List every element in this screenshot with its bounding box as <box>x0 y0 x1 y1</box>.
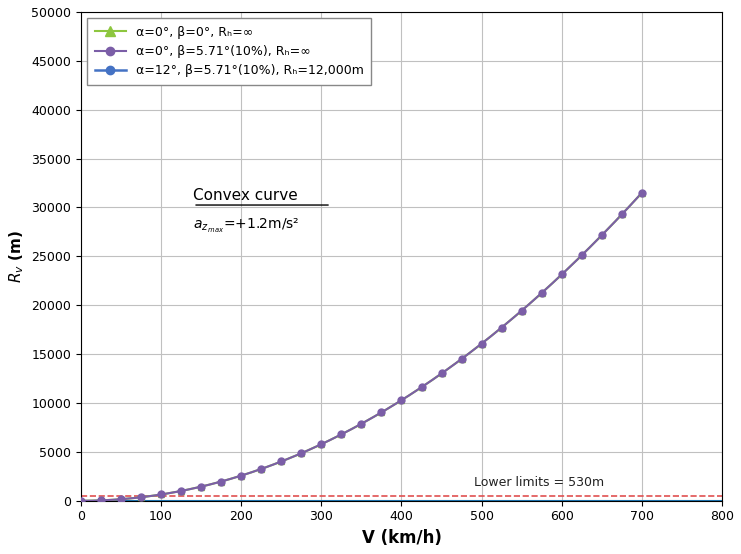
Legend: α=0°, β=0°, Rₕ=∞, α=0°, β=5.71°(10%), Rₕ=∞, α=12°, β=5.71°(10%), Rₕ=12,000m: α=0°, β=0°, Rₕ=∞, α=0°, β=5.71°(10%), Rₕ… <box>87 18 371 85</box>
Y-axis label: $R_v$ (m): $R_v$ (m) <box>7 230 26 283</box>
X-axis label: V (km/h): V (km/h) <box>362 529 442 547</box>
Text: $a_{z_{\,max}}$=+1.2m/s²: $a_{z_{\,max}}$=+1.2m/s² <box>193 217 299 234</box>
Text: Convex curve: Convex curve <box>193 188 298 203</box>
Text: Lower limits = 530m: Lower limits = 530m <box>473 476 604 489</box>
